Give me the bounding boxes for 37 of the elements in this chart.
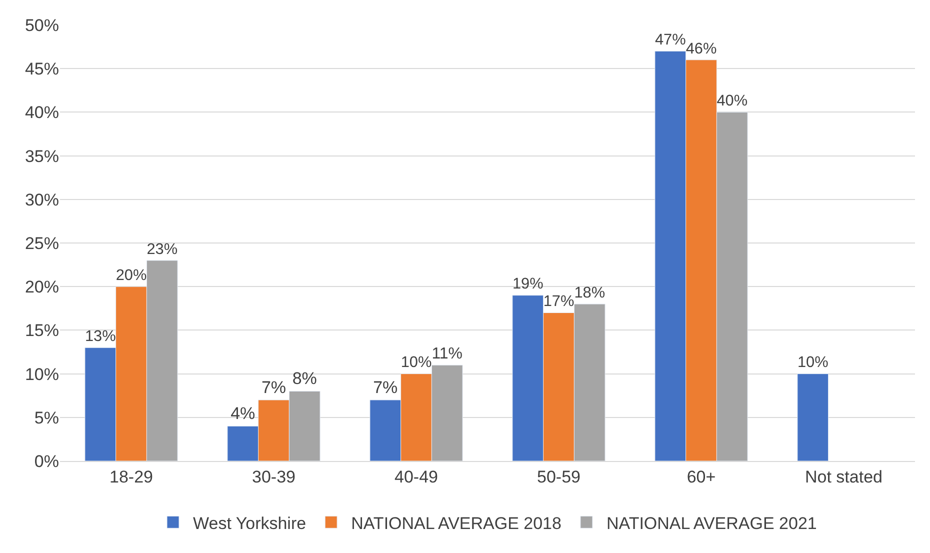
y-tick-label: 20% [24,278,59,297]
data-label: 18% [574,284,606,302]
data-label: 47% [654,32,686,49]
y-tick-label: 25% [24,234,59,253]
x-tick-label: 60+ [686,467,716,486]
y-tick-label: 30% [24,190,59,210]
data-label: 20% [116,266,147,284]
data-label: 10% [797,354,829,372]
data-label: 4% [230,404,256,424]
x-tick-label: Not stated [805,467,882,486]
x-tick-label: 30-39 [252,467,296,486]
x-tick-label: 50-59 [537,467,580,486]
y-tick-label: 45% [24,60,59,79]
y-tick-label: 10% [24,364,59,384]
data-label: 13% [84,328,116,346]
legend-label: NATIONAL AVERAGE 2021 [606,514,817,533]
data-label: 11% [432,345,463,362]
x-tick-label: 18-29 [110,467,153,486]
data-label: 46% [686,40,717,58]
legend-label: West Yorkshire [193,514,306,533]
legend-label: NATIONAL AVERAGE 2018 [351,514,562,533]
data-label: 8% [292,369,317,388]
bar [797,374,829,461]
data-label: 17% [543,293,574,310]
y-tick-label: 40% [24,103,59,122]
data-label: 23% [146,240,178,258]
data-label: 7% [261,378,286,397]
data-label: 7% [373,378,398,397]
data-label: 10% [400,354,432,372]
y-tick-label: 50% [24,16,59,35]
y-tick-label: 15% [24,321,59,340]
y-tick-label: 35% [24,146,59,166]
data-label: 40% [716,92,748,110]
data-label: 19% [512,276,544,293]
y-tick-label: 0% [34,452,59,471]
y-tick-label: 5% [34,408,59,428]
x-tick-label: 40-49 [394,467,438,486]
